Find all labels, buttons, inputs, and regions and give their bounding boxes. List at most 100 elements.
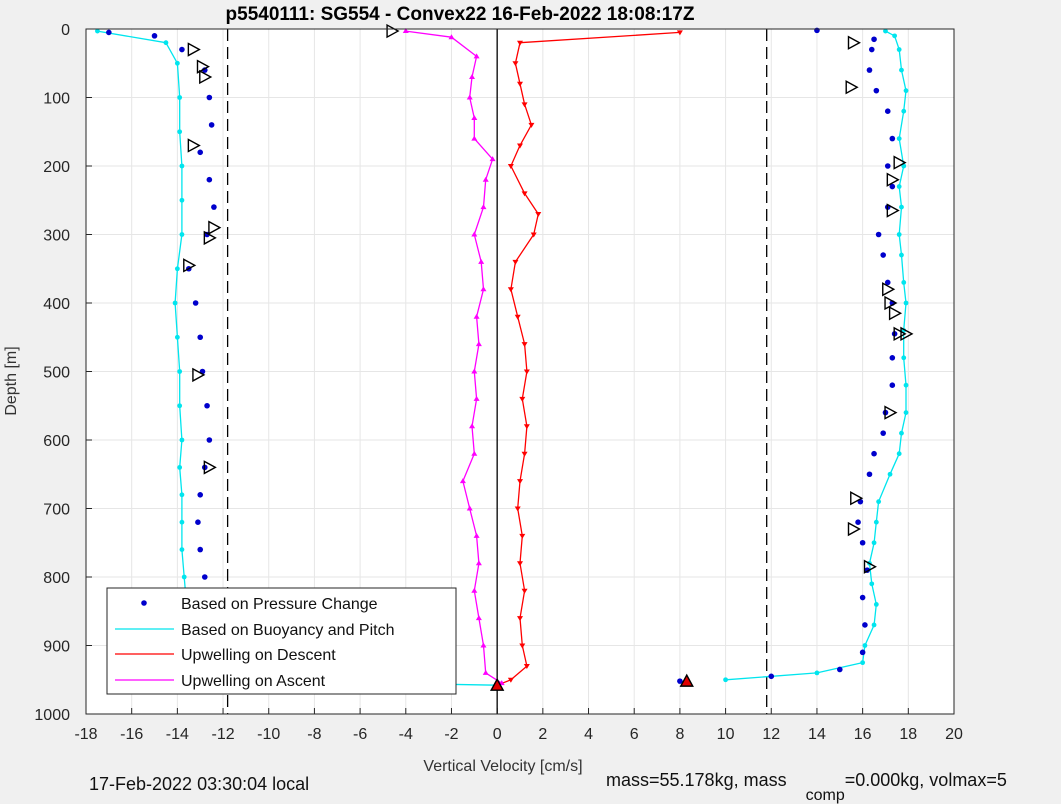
upwelling-ascent-point	[469, 423, 476, 429]
upwelling-ascent-point	[469, 73, 476, 79]
upwelling-ascent-point	[473, 532, 480, 538]
pressure-point	[151, 33, 158, 39]
x-tick-label: -8	[307, 726, 321, 743]
x-tick-label: -16	[120, 726, 143, 743]
upwelling-ascent-point	[473, 53, 480, 59]
upwelling-descent-point	[507, 164, 514, 169]
x-tick-label: 18	[899, 726, 917, 743]
upwelling-ascent-point	[475, 615, 482, 621]
triangle-marker	[196, 59, 210, 74]
buoyancy-point	[177, 403, 183, 409]
upwelling-descent-point	[535, 211, 542, 217]
buoyancy-point	[901, 108, 907, 114]
upwelling-ascent-point	[482, 176, 489, 182]
triangle-marker	[386, 23, 400, 39]
triangle-marker	[893, 155, 907, 170]
pressure-point	[889, 382, 896, 389]
triangle-marker	[886, 172, 900, 187]
buoyancy-point	[179, 437, 185, 443]
filled-triangle-marker	[679, 673, 694, 687]
x-tick-label: 14	[808, 726, 826, 743]
buoyancy-point	[896, 136, 902, 142]
triangle-marker	[203, 460, 217, 475]
reference-lines	[226, 29, 768, 714]
upwelling-ascent-point	[471, 135, 478, 141]
triangle-marker	[863, 559, 877, 574]
triangle-marker	[888, 306, 903, 321]
x-tick-label: 8	[675, 726, 684, 743]
y-tick-labels: 0 100 200 300 400 500 600 700 800 900 1000	[34, 22, 70, 724]
upwelling-ascent-point	[466, 505, 473, 511]
upwelling-ascent-point	[466, 94, 473, 100]
pressure-point	[204, 402, 210, 409]
upwelling-descent-point	[514, 314, 521, 320]
triangle-marker	[884, 295, 898, 311]
buoyancy-point	[899, 430, 904, 436]
upwelling-ascent-point	[448, 34, 455, 40]
buoyancy-point	[177, 95, 183, 100]
buoyancy-point	[887, 471, 893, 477]
upwelling-ascent-point	[471, 115, 478, 121]
triangle-marker	[203, 230, 217, 246]
triangle-marker	[187, 138, 201, 153]
buoyancy-point	[862, 643, 868, 648]
upwelling-descent-point	[512, 259, 519, 265]
footer-volmax-text: =0.000kg, volmax=5	[844, 770, 1007, 790]
upwelling-descent-point	[523, 369, 530, 375]
buoyancy-point	[179, 519, 185, 525]
upwelling-descent-point	[521, 191, 528, 197]
buoyancy-point	[873, 602, 879, 607]
legend-label-ascent: Upwelling on Ascent	[181, 673, 326, 690]
pressure-point	[201, 574, 208, 580]
buoyancy-point	[899, 204, 904, 210]
triangle-marker	[893, 326, 907, 342]
pressure-point	[206, 176, 213, 183]
buoyancy-point	[873, 519, 879, 525]
buoyancy-point	[174, 60, 180, 66]
pressure-point	[859, 594, 866, 601]
upwelling-descent-point	[507, 287, 514, 293]
upwelling-descent-point	[521, 342, 528, 348]
buoyancy-point	[899, 252, 904, 258]
upwelling-descent-point	[519, 396, 526, 402]
legend-swatch-pressure	[141, 600, 147, 606]
pressure-point	[197, 149, 204, 156]
upwelling-descent-point	[517, 479, 523, 485]
y-tick-label: 500	[43, 365, 70, 382]
buoyancy-point	[177, 369, 183, 374]
pressure-point	[195, 519, 201, 525]
buoyancy-point	[723, 677, 728, 683]
triangle-marker	[187, 42, 201, 57]
x-tick-label: -10	[257, 726, 280, 743]
y-tick-label: 0	[61, 22, 70, 39]
buoyancy-point	[896, 451, 902, 457]
pressure-point	[179, 46, 185, 53]
y-tick-label: 300	[43, 228, 70, 245]
buoyancy-point	[860, 660, 866, 666]
x-tick-label: 16	[854, 726, 872, 743]
pressure-point	[836, 666, 843, 673]
upwelling-ascent-point	[480, 204, 487, 210]
pressure-point	[884, 108, 891, 114]
buoyancy-point	[814, 670, 820, 676]
upwelling-ascent-point	[471, 450, 478, 456]
upwelling-ascent-point	[473, 395, 480, 401]
upwelling-descent-point	[517, 561, 523, 567]
pressure-point	[871, 36, 877, 43]
upwelling-ascent-point	[471, 587, 478, 593]
pressure-point	[768, 673, 775, 680]
buoyancy-point	[896, 47, 902, 52]
buoyancy-point	[871, 540, 877, 546]
y-tick-label: 600	[43, 433, 70, 450]
upwelling-descent-point	[521, 451, 528, 457]
pressure-point	[206, 437, 213, 443]
buoyancy-point	[892, 33, 898, 39]
footer-local-time: 17-Feb-2022 03:30:04 local	[89, 774, 310, 794]
buoyancy-point	[179, 492, 185, 498]
legend: Based on Pressure Change Based on Buoyan…	[106, 587, 457, 695]
pressure-point	[875, 231, 882, 238]
triangle-marker	[900, 326, 914, 342]
buoyancy-point	[903, 300, 909, 306]
upwelling-ascent-line	[405, 30, 503, 684]
